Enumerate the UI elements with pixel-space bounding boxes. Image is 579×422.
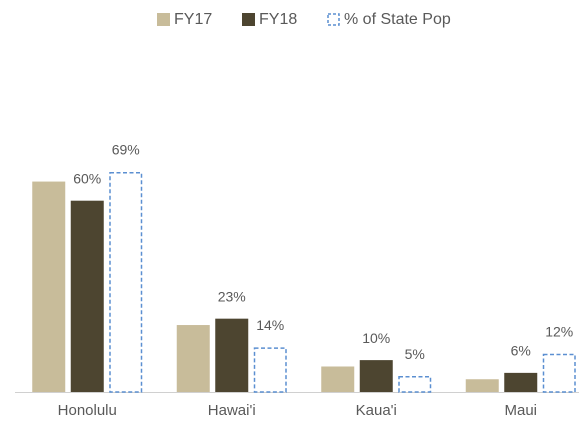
x-tick-label: Honolulu xyxy=(58,402,117,419)
bar xyxy=(321,366,355,392)
legend-swatch xyxy=(157,13,170,26)
bar xyxy=(215,318,249,392)
legend-swatch xyxy=(327,13,340,26)
data-label: 5% xyxy=(405,346,425,362)
legend-label: FY18 xyxy=(259,11,297,28)
bar xyxy=(176,325,210,392)
data-label: 10% xyxy=(362,330,390,346)
legend-swatch xyxy=(242,13,255,26)
bar xyxy=(398,376,432,393)
data-label: 69% xyxy=(112,142,140,158)
bar xyxy=(542,353,576,393)
x-tick-label: Hawai'i xyxy=(208,402,256,419)
bar xyxy=(359,360,393,392)
bar xyxy=(70,200,104,392)
bar xyxy=(32,181,66,392)
bar xyxy=(504,372,538,392)
legend-label: % of State Pop xyxy=(344,11,451,28)
x-tick-label: Kaua'i xyxy=(356,402,397,419)
x-tick-label: Maui xyxy=(504,402,537,419)
bar xyxy=(465,379,499,392)
data-label: 60% xyxy=(73,170,101,186)
data-label: 12% xyxy=(545,323,573,339)
data-label: 6% xyxy=(511,343,531,359)
bar xyxy=(109,172,143,393)
legend-label: FY17 xyxy=(174,11,212,28)
data-label: 23% xyxy=(218,288,246,304)
bar xyxy=(253,347,287,393)
data-label: 14% xyxy=(256,317,284,333)
